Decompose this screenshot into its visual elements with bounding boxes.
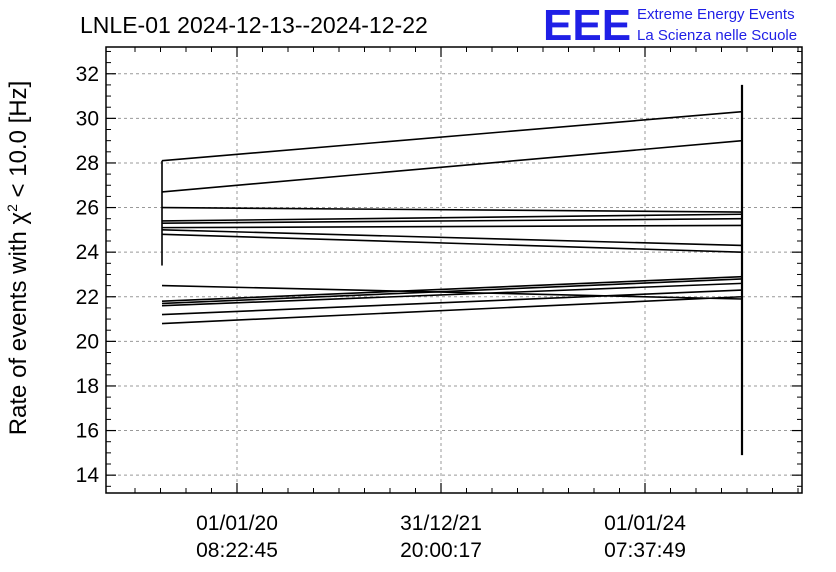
eee-logo: EEE Extreme Energy Events La Scienza nel… <box>543 1 797 50</box>
data-series <box>161 84 744 456</box>
series-line <box>161 289 743 316</box>
x-tick-date: 01/01/24 <box>604 512 686 535</box>
y-tick-label: 18 <box>76 375 99 398</box>
chart-title: LNLE-01 2024-12-13--2024-12-22 <box>80 12 428 38</box>
logo-mark: EEE <box>543 1 631 50</box>
series-line <box>161 233 743 253</box>
x-tick-time: 08:22:45 <box>196 539 278 562</box>
series-line <box>161 224 743 229</box>
y-tick-label: 14 <box>76 464 100 487</box>
x-tick-time: 07:37:49 <box>604 539 686 562</box>
series-line <box>161 295 743 325</box>
y-tick-label: 20 <box>76 330 99 353</box>
series-line <box>161 217 743 224</box>
series-line <box>161 206 743 213</box>
x-tick-date: 01/01/20 <box>196 512 278 535</box>
y-tick-label: 28 <box>76 152 99 175</box>
series-line <box>161 229 743 247</box>
y-tick-label: 24 <box>76 241 100 264</box>
x-tick-date: 31/12/21 <box>400 512 482 535</box>
y-tick-label: 26 <box>76 197 99 220</box>
series-line <box>161 110 743 162</box>
axis-ticks <box>106 47 802 493</box>
series-line <box>161 139 743 193</box>
x-tick-labels: 01/01/20 08:22:45 31/12/21 20:00:17 01/01/24… <box>196 512 686 562</box>
y-tick-label: 16 <box>76 420 99 443</box>
y-tick-labels: 14 16 18 20 22 24 26 28 30 32 <box>76 63 100 487</box>
y-tick-label: 22 <box>76 286 99 309</box>
series-line <box>161 282 743 307</box>
grid-lines <box>106 47 802 493</box>
y-tick-label: 30 <box>76 107 99 130</box>
series-line <box>161 275 743 303</box>
series-line <box>161 213 743 222</box>
logo-line-2: La Scienza nelle Scuole <box>637 27 797 44</box>
series-line <box>161 278 743 305</box>
y-tick-label: 32 <box>76 63 99 86</box>
series-line <box>161 284 743 300</box>
plot-frame <box>105 46 803 494</box>
x-tick-time: 20:00:17 <box>400 539 482 562</box>
y-axis-label: Rate of events with χ2 < 10.0 [Hz] <box>4 81 32 436</box>
logo-line-1: Extreme Energy Events <box>637 6 795 23</box>
